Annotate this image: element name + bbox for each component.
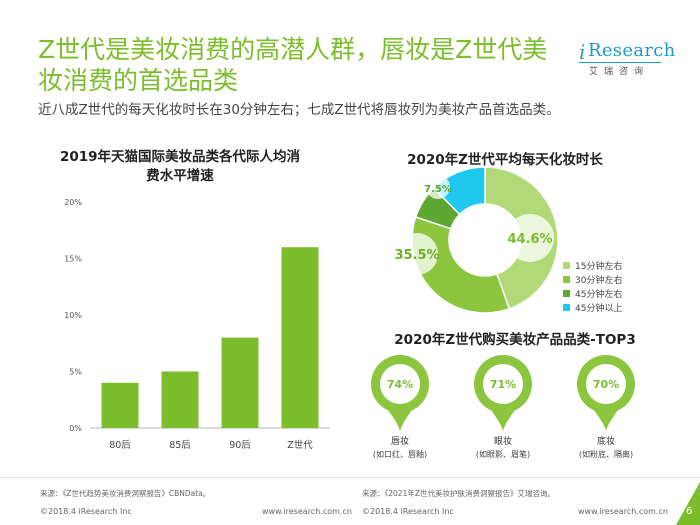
bar (161, 371, 199, 428)
y-tick-label: 15% (64, 255, 82, 264)
category-sublabel: (如粉底、隔离) (579, 449, 633, 459)
category-label: 唇妆 (391, 435, 409, 447)
logo-cn-name: 艾瑞咨询 (589, 67, 650, 77)
pin-center (586, 364, 626, 404)
generation-growth-bar-chart: 0% 5% 10% 15% 20% 80后 85后 90后 Z世代 (64, 198, 330, 451)
legend-label: 30分钟左右 (575, 274, 622, 286)
top3-categories-chart: 74% 唇妆 (如口红、唇釉) 71% 眼妆 (如眼影、眉笔) 70% 底妆 (如粉底、隔离) (371, 355, 635, 459)
pin-value-label: 70% (593, 378, 619, 391)
category-label: 眼妆 (494, 435, 512, 447)
source-note-right: 来源：《2021年Z世代美妆护肤消费洞察报告》艾瑞咨询。 (362, 489, 555, 498)
legend-swatch (563, 262, 570, 269)
y-tick-label: 0% (69, 424, 82, 433)
legend-label: 45分钟以上 (575, 302, 622, 314)
bar-chart-title: 2019年天猫国际美妆品类各代际人均消费水平增速 (59, 149, 301, 184)
y-tick-label: 5% (69, 368, 82, 377)
logo-mark-text: Research (588, 40, 676, 61)
footer-url-left[interactable]: www.iresearch.com.cn (262, 507, 352, 516)
corner-triangle (676, 482, 700, 525)
pin-value-label: 74% (387, 378, 413, 391)
iresearch-logo: i Research 艾瑞咨询 (579, 40, 675, 77)
footer-copyright-left: ©2018.4 iResearch Inc (40, 507, 132, 516)
data-label-bubble (506, 214, 554, 262)
logo-underline (579, 62, 661, 63)
donut-slice (411, 216, 511, 314)
bar (281, 247, 319, 428)
corner-decoration (676, 482, 700, 525)
footer-divider (0, 477, 700, 478)
footer-url-right[interactable]: www.iresearch.com.cn (578, 507, 668, 516)
data-label-bubble (396, 233, 438, 275)
footer-copyright-right: ©2018.4 iResearch Inc (362, 507, 454, 516)
bar (221, 337, 259, 428)
pin-center (380, 364, 420, 404)
bar (101, 382, 139, 428)
data-label: 35.5% (394, 248, 439, 263)
legend-label: 15分钟左右 (575, 260, 622, 272)
category-sublabel: (如口红、唇釉) (373, 449, 427, 459)
top3-chart-title: 2020年Z世代购买美妆产品品类-TOP3 (394, 332, 636, 348)
category-label: 底妆 (597, 435, 615, 447)
source-note-left: 来源：《Z世代趋势美妆消费洞察报告》CBNData。 (40, 489, 211, 498)
data-label: 7.5% (424, 184, 452, 195)
makeup-time-donut-chart: 44.6% 35.5% 7.5% 15分钟左右 30分钟左右 45分钟左右 45分钟以上 (394, 168, 622, 314)
x-tick-label: 85后 (169, 440, 191, 451)
logo-mark-i: i (579, 40, 586, 64)
page-title: Z世代是美妆消费的高潜人群，唇妆是Z世代美妆消费的首选品类 (38, 35, 548, 95)
data-label: 44.6% (507, 232, 552, 247)
pin-value-label: 71% (490, 378, 516, 391)
x-tick-label: 80后 (109, 440, 131, 451)
page-subtitle: 近八成Z世代的每天化妆时长在30分钟左右；七成Z世代将唇妆列为美妆产品首选品类。 (38, 102, 560, 118)
legend-label: 45分钟左右 (575, 288, 622, 300)
pin-center (483, 364, 523, 404)
donut-chart-title: 2020年Z世代平均每天化妆时长 (407, 152, 603, 168)
x-tick-label: 90后 (229, 440, 251, 451)
y-tick-label: 10% (64, 311, 82, 320)
y-tick-label: 20% (64, 198, 82, 207)
x-tick-label: Z世代 (287, 439, 313, 451)
data-label-bubble (426, 175, 450, 199)
legend-swatch (563, 276, 570, 283)
legend-swatch (563, 290, 570, 297)
category-sublabel: (如眼影、眉笔) (476, 449, 530, 459)
legend-swatch (563, 304, 570, 311)
page-number: 6 (686, 506, 693, 517)
